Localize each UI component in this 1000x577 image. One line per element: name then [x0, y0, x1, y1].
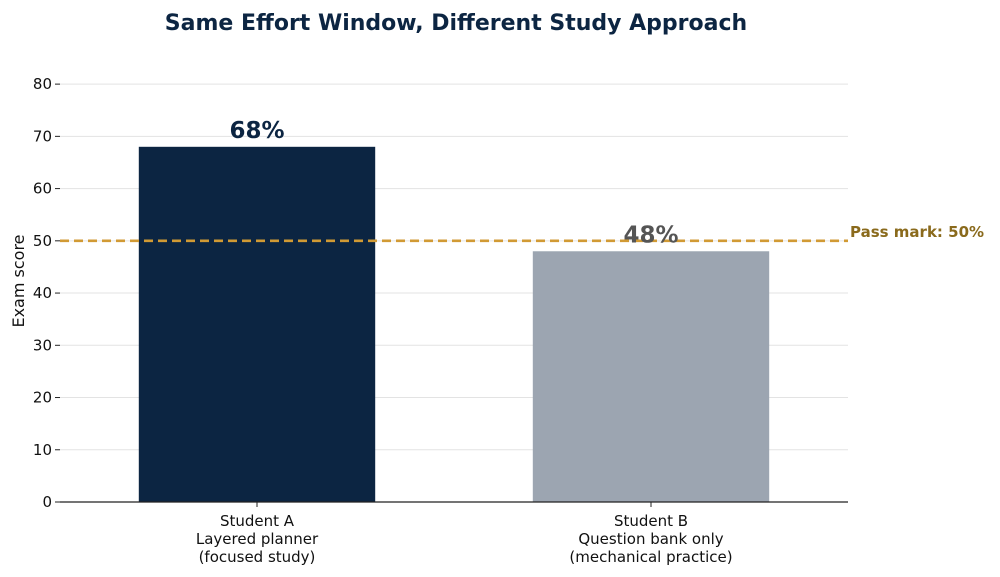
pass-mark-label: Pass mark: 50% — [850, 223, 984, 241]
reference-line-group: Pass mark: 50% — [60, 223, 984, 243]
y-tick-label-1: 10 — [33, 441, 52, 459]
y-tick-label-7: 70 — [33, 127, 52, 145]
x-tick-label-1: Student A Layered planner (focused study) — [196, 512, 319, 566]
y-tick-label-4: 40 — [33, 284, 52, 302]
x-tick-label-2: Student B Question bank only (mechanical p… — [569, 512, 732, 566]
data-labels: 68% 48% — [229, 118, 678, 248]
x-tick-label-line: (mechanical practice) — [569, 548, 732, 566]
axes: 0 10 20 30 40 50 60 70 80 Student A Layered planne… — [33, 75, 848, 566]
y-tick-label-6: 60 — [33, 180, 52, 198]
bar-value-label-2: 48% — [623, 222, 678, 248]
chart-title: Same Effort Window, Different Study Appr… — [165, 11, 747, 36]
y-tick-label-5: 50 — [33, 232, 52, 250]
bar-1 — [138, 146, 376, 503]
bar-value-label-1: 68% — [229, 118, 284, 144]
bar-2 — [532, 251, 770, 502]
y-tick-label-3: 30 — [33, 336, 52, 354]
bars — [138, 146, 770, 503]
y-tick-label-2: 20 — [33, 389, 52, 407]
y-axis-label: Exam score — [9, 234, 28, 327]
x-tick-label-line: Question bank only — [578, 530, 723, 548]
y-tick-label-8: 80 — [33, 75, 52, 93]
x-tick-label-line: Student B — [614, 512, 688, 530]
x-tick-label-line: (focused study) — [199, 548, 316, 566]
x-tick-label-line: Student A — [220, 512, 295, 530]
y-tick-label-0: 0 — [42, 493, 52, 511]
x-tick-label-line: Layered planner — [196, 530, 319, 548]
